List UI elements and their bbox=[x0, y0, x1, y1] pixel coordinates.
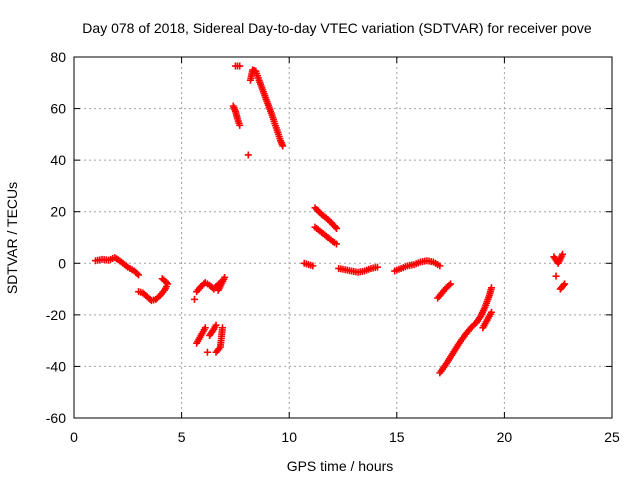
data-segment bbox=[191, 295, 199, 303]
x-tick-label: 25 bbox=[604, 429, 620, 445]
x-tick-label: 0 bbox=[70, 429, 78, 445]
data-segment bbox=[193, 324, 209, 347]
data-point bbox=[447, 280, 455, 288]
data-point bbox=[221, 273, 229, 281]
data-segment bbox=[311, 204, 341, 232]
y-tick-label: -40 bbox=[46, 358, 66, 374]
data-point bbox=[436, 262, 444, 270]
data-segment bbox=[158, 275, 172, 288]
data-segment bbox=[434, 280, 455, 302]
y-axis-label: SDTVAR / TECUs bbox=[4, 182, 20, 294]
data-segment bbox=[479, 308, 495, 332]
data-segment bbox=[92, 254, 143, 279]
y-tick-label: 0 bbox=[58, 255, 66, 271]
data-point bbox=[236, 121, 244, 129]
data-point bbox=[279, 142, 287, 150]
data-point bbox=[208, 284, 216, 292]
data-point bbox=[445, 281, 453, 289]
x-tick-label: 20 bbox=[497, 429, 513, 445]
data-point bbox=[203, 348, 211, 356]
data-segment bbox=[300, 259, 317, 270]
data-segment bbox=[552, 272, 560, 280]
data-point bbox=[135, 271, 143, 279]
data-point bbox=[331, 223, 339, 231]
data-points bbox=[92, 62, 569, 377]
data-point bbox=[133, 270, 141, 278]
chart-title: Day 078 of 2018, Sidereal Day-to-day VTE… bbox=[82, 20, 592, 36]
data-segment bbox=[244, 151, 252, 159]
y-tick-labels: -60 -40 -20 0 20 40 60 80 bbox=[46, 49, 66, 426]
data-point bbox=[552, 272, 560, 280]
data-segment bbox=[231, 62, 244, 70]
data-segment bbox=[311, 223, 341, 248]
data-point bbox=[218, 324, 226, 332]
data-point bbox=[560, 281, 568, 289]
x-tick-label: 10 bbox=[281, 429, 297, 445]
data-point bbox=[333, 224, 341, 232]
data-point bbox=[244, 151, 252, 159]
data-point bbox=[191, 295, 199, 303]
x-tick-label: 5 bbox=[178, 429, 186, 445]
x-axis-label: GPS time / hours bbox=[287, 458, 394, 474]
data-segment bbox=[246, 66, 287, 150]
y-tick-label: -20 bbox=[46, 307, 66, 323]
data-segment bbox=[212, 273, 229, 294]
data-segment bbox=[206, 321, 220, 339]
data-segment bbox=[391, 257, 444, 275]
data-point bbox=[164, 280, 172, 288]
data-segment bbox=[229, 102, 244, 129]
grid bbox=[74, 57, 612, 418]
y-tick-label: 40 bbox=[50, 152, 66, 168]
y-tick-label: 20 bbox=[50, 204, 66, 220]
data-segment bbox=[203, 348, 211, 356]
data-segment bbox=[556, 280, 569, 293]
data-segment bbox=[212, 324, 226, 356]
data-point bbox=[487, 284, 495, 292]
x-tick-label: 15 bbox=[389, 429, 405, 445]
data-point bbox=[163, 279, 171, 287]
data-segment bbox=[436, 284, 495, 377]
data-segment bbox=[135, 282, 171, 305]
data-point bbox=[561, 280, 569, 288]
axis-ticks bbox=[73, 56, 613, 419]
data-segment bbox=[550, 250, 567, 267]
y-tick-label: 60 bbox=[50, 101, 66, 117]
data-point bbox=[373, 263, 381, 271]
data-point bbox=[309, 262, 317, 270]
plot-frame bbox=[73, 56, 613, 419]
data-point bbox=[212, 321, 220, 329]
y-tick-label: -60 bbox=[46, 410, 66, 426]
data-point bbox=[487, 308, 495, 316]
data-point bbox=[201, 324, 209, 332]
data-point bbox=[559, 250, 567, 258]
data-segment bbox=[335, 263, 381, 276]
data-point bbox=[333, 240, 341, 248]
x-tick-labels: 0 5 10 15 20 25 bbox=[70, 429, 620, 445]
y-tick-label: 80 bbox=[50, 49, 66, 65]
data-segment bbox=[193, 279, 218, 296]
data-point bbox=[236, 62, 244, 70]
